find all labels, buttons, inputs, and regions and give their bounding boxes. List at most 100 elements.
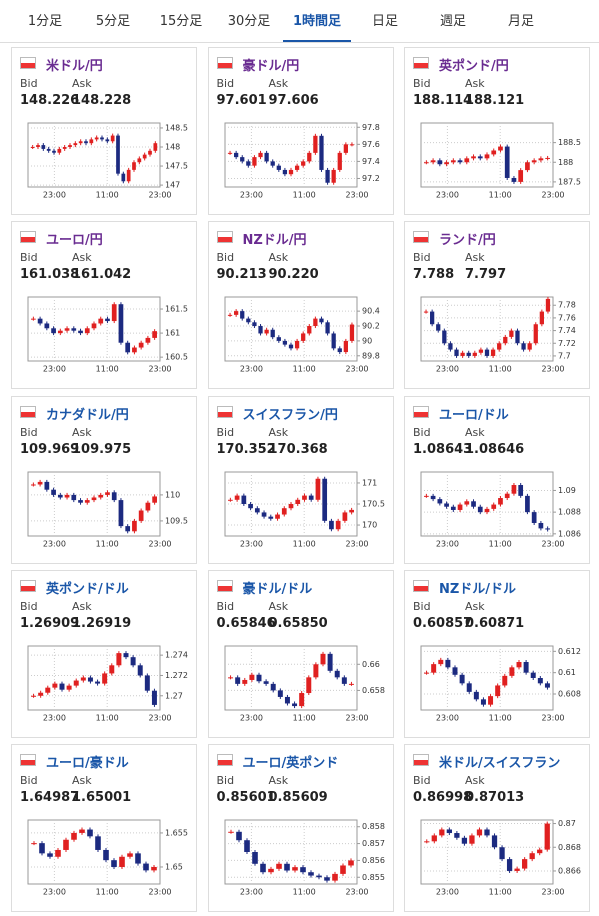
bid-label: Bid xyxy=(413,425,431,439)
candle xyxy=(105,318,110,322)
currency-card[interactable]: ユーロ/英ポンド Bid Ask 0.85601 0.85609 0.858 0.857 0.… xyxy=(207,744,394,913)
mini-chart: 1.274 1.272 1.27 23:00 11:00 23:00 xyxy=(27,645,188,722)
currency-card[interactable]: 英ポンド/ドル Bid Ask 1.26909 1.26919 1.274 1.272 1.2… xyxy=(11,569,197,738)
currency-card[interactable]: ユーロ/円 Bid Ask 161.038 161.042 161.5 161 160.5 23… xyxy=(11,221,197,390)
tab[interactable]: 週足 xyxy=(439,14,466,29)
candle xyxy=(38,692,44,696)
ask-value: 7.797 xyxy=(465,267,507,283)
candle xyxy=(523,661,529,673)
tab[interactable]: 15分足 xyxy=(159,14,203,29)
candle xyxy=(79,829,85,834)
tab[interactable]: 1時間足 xyxy=(283,0,351,42)
candle xyxy=(234,677,240,684)
candle xyxy=(116,135,120,174)
y-tick-label: 0.608 xyxy=(558,689,581,698)
y-tick-label: 1.088 xyxy=(558,507,581,516)
candle xyxy=(538,158,544,161)
x-tick-label: 23:00 xyxy=(541,713,564,722)
currency-card[interactable]: NZドル/ドル Bid Ask 0.60857 0.60871 0.612 0.61 0.60… xyxy=(404,569,590,738)
candle xyxy=(444,503,449,507)
candle xyxy=(437,160,443,165)
candle xyxy=(127,853,133,857)
y-tick-label: 7.72 xyxy=(558,339,576,348)
candle xyxy=(461,837,468,844)
plot-frame xyxy=(420,645,554,711)
y-tick-label: 0.866 xyxy=(558,867,581,876)
candle xyxy=(31,484,36,486)
y-tick-label: 0.658 xyxy=(362,686,385,695)
currency-card[interactable]: ユーロ/豪ドル Bid Ask 1.64987 1.65001 1.655 1.65 23:0… xyxy=(11,744,197,913)
mini-chart: 0.66 0.658 23:00 11:00 23:00 xyxy=(224,645,385,722)
flag-icon xyxy=(216,57,233,69)
candle xyxy=(57,330,63,334)
candle xyxy=(315,875,322,878)
x-tick-label: 23:00 xyxy=(436,539,459,548)
y-tick-label: 0.858 xyxy=(362,822,385,831)
candle xyxy=(469,835,475,844)
currency-card[interactable]: 豪ドル/ドル Bid Ask 0.65846 0.65850 0.66 0.658 23:00… xyxy=(207,569,394,738)
candle xyxy=(123,653,129,658)
candle xyxy=(312,135,318,153)
ask-value: 97.606 xyxy=(268,93,319,108)
plot-frame xyxy=(420,819,554,885)
plot-frame xyxy=(27,819,161,885)
flag-icon xyxy=(20,231,36,244)
tab[interactable]: 1分足 xyxy=(27,14,63,29)
candle xyxy=(111,304,117,322)
candle xyxy=(495,685,501,697)
candle xyxy=(73,143,78,146)
candle xyxy=(424,841,430,843)
currency-card[interactable]: 米ドル/円 Bid Ask 148.226 148.228 148.5 148 147.5 14… xyxy=(11,47,197,215)
flag-icon xyxy=(20,579,36,592)
candle xyxy=(491,504,497,509)
plot-frame xyxy=(27,122,161,188)
mini-chart: 0.858 0.857 0.856 0.855 23:00 11:00 23:00 xyxy=(224,819,385,897)
candle xyxy=(267,516,273,519)
candle xyxy=(334,670,340,678)
candle xyxy=(37,481,43,485)
candle xyxy=(275,863,282,870)
candle xyxy=(454,833,460,838)
candle xyxy=(138,343,144,348)
candle xyxy=(125,343,131,353)
currency-card[interactable]: ランド/円 Bid Ask 7.788 7.797 7.78 7.76 7.74 7.72 7.7… xyxy=(404,221,590,390)
ask-value: 90.220 xyxy=(268,267,319,283)
candle xyxy=(331,874,338,881)
x-tick-label: 11:00 xyxy=(96,888,119,897)
candle xyxy=(327,653,333,671)
candle xyxy=(276,337,281,342)
candle xyxy=(430,495,436,499)
tab[interactable]: 月足 xyxy=(507,14,534,29)
y-tick-label: 97.4 xyxy=(362,157,380,166)
candle xyxy=(490,349,496,357)
y-tick-label: 161.5 xyxy=(165,305,188,314)
tab[interactable]: 日足 xyxy=(371,14,398,29)
bid-label: Bid xyxy=(216,599,235,613)
currency-card[interactable]: 米ドル/スイスフラン Bid Ask 0.86998 0.87013 0.87 0.868 0… xyxy=(404,744,590,913)
x-tick-label: 23:00 xyxy=(345,191,368,200)
currency-card[interactable]: 豪ドル/円 Bid Ask 97.601 97.606 97.8 97.6 97.4 97.2 2… xyxy=(207,47,394,215)
ask-label: Ask xyxy=(465,251,485,265)
currency-card[interactable]: 英ポンド/円 Bid Ask 188.114 188.121 188.5 188 187.5 2… xyxy=(404,47,590,215)
currency-card[interactable]: カナダドル/円 Bid Ask 109.969 109.975 110 109.5 23:00… xyxy=(11,395,197,564)
candle xyxy=(73,680,79,686)
candle xyxy=(144,675,150,691)
candle xyxy=(545,299,551,312)
mini-chart: 0.612 0.61 0.608 23:00 11:00 23:00 xyxy=(420,645,581,722)
currency-card[interactable]: NZドル/円 Bid Ask 90.213 90.220 90.4 90.2 90 89.8 23… xyxy=(207,221,394,390)
candle xyxy=(348,683,354,685)
tab[interactable]: 30分足 xyxy=(227,14,271,29)
tab[interactable]: 5分足 xyxy=(95,14,131,29)
candle xyxy=(137,158,142,163)
currency-card[interactable]: ユーロ/ドル Bid Ask 1.08643 1.08646 1.09 1.088 1.086… xyxy=(404,395,590,564)
bid-value: 0.65846 xyxy=(216,615,276,631)
candle xyxy=(91,323,97,329)
currency-card[interactable]: スイスフラン/円 Bid Ask 170.352 170.368 171 170.5 170 2… xyxy=(207,395,394,564)
flag-icon xyxy=(413,57,429,69)
candle xyxy=(64,494,70,498)
candle xyxy=(531,511,537,523)
ask-value: 0.60871 xyxy=(465,615,525,631)
x-tick-label: 23:00 xyxy=(541,365,564,374)
candle xyxy=(544,683,550,688)
bid-label: Bid xyxy=(20,251,38,265)
